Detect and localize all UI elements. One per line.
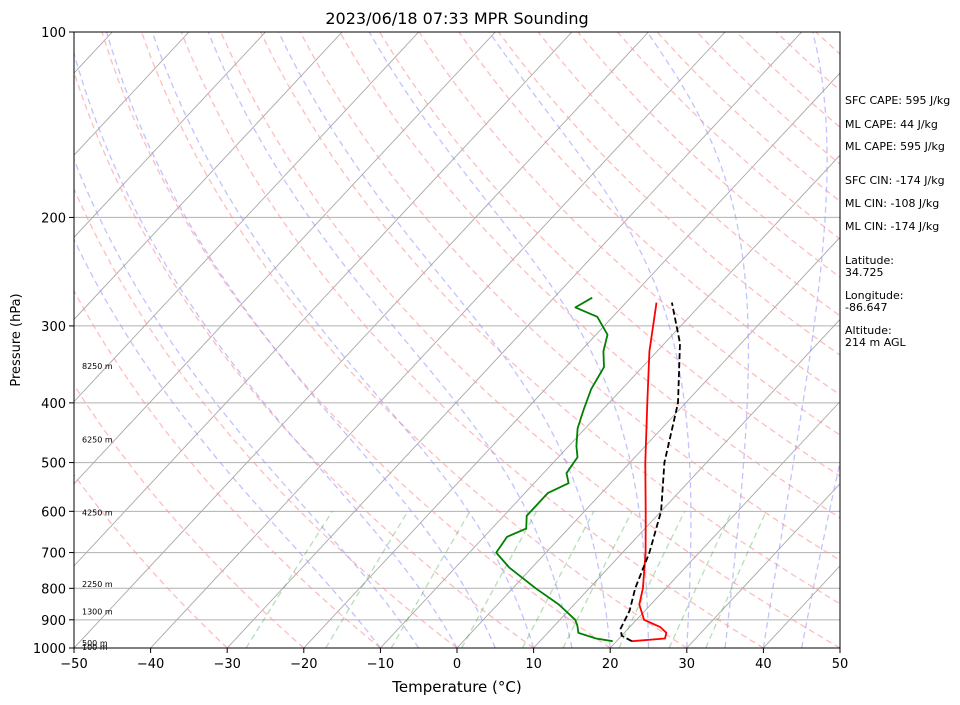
isotherm-line	[74, 32, 420, 403]
dry-adiabat-line	[74, 473, 228, 648]
isotherm-line	[74, 32, 496, 485]
height-label: 4250 m	[82, 509, 113, 518]
mixing-ratio-line	[390, 510, 471, 648]
dry-adiabat-line	[220, 32, 840, 648]
moist-adiabat-line	[801, 459, 840, 648]
y-tick-label: 200	[41, 211, 66, 226]
mixing-ratio-line	[325, 510, 409, 648]
isotherm-line	[456, 236, 840, 648]
moist-adiabat-line	[488, 32, 692, 648]
moist-adiabat-line	[646, 32, 750, 648]
chart-title: 2023/06/18 07:33 MPR Sounding	[325, 9, 588, 28]
dry-adiabat-line	[74, 289, 381, 648]
background-lines	[74, 32, 840, 648]
moist-adiabat-line	[74, 157, 420, 648]
dry-adiabat-line	[101, 32, 611, 648]
isotherm-line	[150, 32, 726, 648]
x-tick-label: −30	[213, 657, 240, 672]
moist-adiabat-line	[151, 32, 535, 648]
isotherm-line	[303, 72, 840, 648]
x-tick-label: 50	[832, 657, 849, 672]
moist-adiabat-line	[207, 32, 573, 648]
sfc-cin-label: SFC CIN: -174 J/kg	[845, 174, 945, 187]
height-label: 1300 m	[82, 607, 113, 616]
x-tick-label: 20	[602, 657, 619, 672]
mixing-ratio-line	[618, 511, 686, 648]
moist-adiabat-line	[368, 32, 650, 648]
mixing-ratio-line	[245, 510, 333, 648]
isotherm-line	[226, 32, 803, 648]
y-axis: 1000 900 800 700 600 500 400 300 200 100	[33, 26, 74, 657]
isotherm-line	[74, 32, 649, 648]
moist-adiabat-line	[105, 32, 496, 648]
moist-adiabat-line	[278, 32, 611, 648]
y-tick-label: 300	[41, 320, 66, 335]
x-axis: −50 −40 −30 −20 −10 0 10 20 30 40 50	[60, 648, 848, 672]
height-label: 500 m	[82, 639, 108, 648]
x-tick-label: −20	[290, 657, 317, 672]
moist-adiabat-line	[74, 237, 381, 648]
isotherm-line	[686, 483, 840, 648]
dry-adiabat-line	[259, 32, 840, 605]
y-axis-label: Pressure (hPa)	[9, 293, 24, 386]
altitude-label: Altitude: 214 m AGL	[845, 324, 906, 349]
mixing-ratio-line	[705, 511, 767, 648]
x-tick-label: −40	[137, 657, 164, 672]
y-tick-label: 700	[41, 547, 66, 562]
dry-adiabat-line	[74, 69, 534, 648]
x-tick-label: 0	[453, 657, 461, 672]
height-label: 2250 m	[82, 580, 113, 589]
isotherm-line	[533, 318, 840, 648]
ml-cape-label-2: ML CAPE: 595 J/kg	[845, 140, 945, 153]
dry-adiabat-line	[180, 32, 764, 648]
plot-frame	[73, 31, 841, 649]
ml-cin-label-1: ML CIN: -108 J/kg	[845, 197, 940, 210]
mixing-ratio-line	[562, 511, 633, 648]
profile-lines	[495, 296, 681, 643]
y-tick-label: 600	[41, 505, 66, 520]
isotherm-line	[609, 400, 840, 648]
x-tick-label: 10	[525, 657, 542, 672]
sfc-cape-label: SFC CAPE: 595 J/kg	[845, 94, 951, 107]
isotherm-line	[74, 32, 266, 238]
x-tick-label: 30	[679, 657, 696, 672]
dry-adiabat-line	[537, 32, 840, 317]
x-axis-label: Temperature (°C)	[391, 678, 521, 696]
y-tick-label: 100	[41, 26, 66, 41]
isotherm-line	[380, 154, 840, 648]
profile-series-0	[631, 302, 668, 643]
longitude-label: Longitude: -86.647	[845, 289, 904, 314]
isotherm-line	[74, 32, 573, 567]
mixing-ratio-line	[668, 511, 733, 648]
x-tick-label: 40	[755, 657, 772, 672]
dry-adiabat-line	[74, 383, 305, 648]
ml-cape-label-1: ML CAPE: 44 J/kg	[845, 118, 938, 131]
height-label: 6250 m	[82, 435, 113, 444]
y-tick-label: 400	[41, 397, 66, 412]
mixing-ratio-line	[461, 510, 538, 648]
height-label: 8250 m	[82, 362, 113, 371]
dry-adiabat-line	[497, 32, 840, 356]
latitude-label: Latitude: 34.725	[845, 254, 894, 279]
x-tick-label: −50	[60, 657, 87, 672]
isotherm-line	[74, 32, 190, 156]
moist-adiabat-line	[762, 32, 828, 648]
y-tick-label: 500	[41, 457, 66, 472]
mixing-ratio-line	[521, 511, 595, 648]
x-tick-label: −10	[367, 657, 394, 672]
moist-adiabat-line	[74, 51, 458, 648]
y-tick-label: 900	[41, 614, 66, 629]
isotherm-line	[74, 32, 343, 321]
dry-adiabat-line	[74, 187, 458, 648]
y-tick-label: 800	[41, 582, 66, 597]
ml-cin-label-2: ML CIN: -174 J/kg	[845, 220, 940, 233]
y-tick-label: 1000	[33, 642, 66, 657]
profile-series-1	[495, 296, 613, 643]
profile-series-2	[619, 302, 681, 642]
